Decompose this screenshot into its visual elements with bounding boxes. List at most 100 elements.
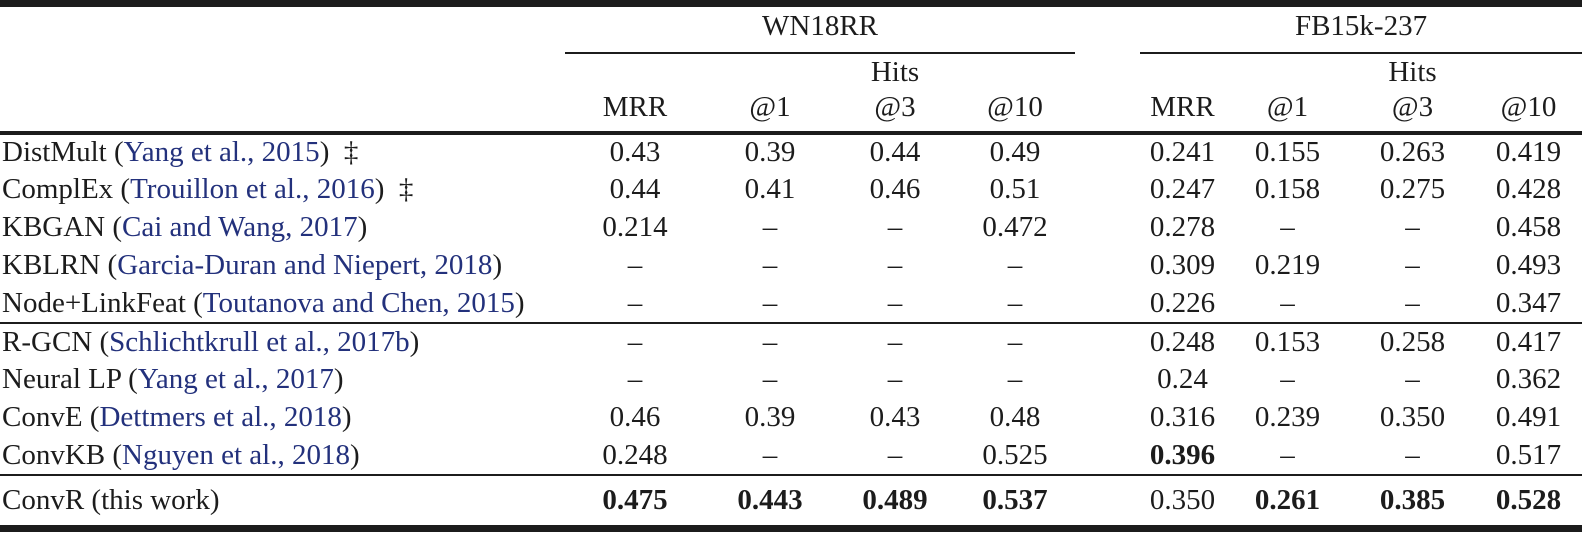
metric-value: 0.44 [869, 136, 921, 168]
metric-value: 0.43 [609, 136, 661, 168]
metric-value: – [887, 325, 903, 358]
metric-header-row: MRR @1 @3 @10 MRR @1 @3 @10 [0, 86, 1582, 135]
metric-value: 0.158 [1254, 173, 1321, 205]
metric-value: 0.385 [1379, 483, 1446, 516]
metric-value: 0.472 [982, 211, 1048, 243]
citation-link[interactable]: Dettmers et al., 2018 [99, 401, 342, 433]
table-row: DistMult (Yang et al., 2015) ‡ 0.43 0.39 0.… [0, 133, 1582, 171]
metric-value: 0.278 [1149, 211, 1216, 243]
model-name-text: ComplEx ( [2, 173, 131, 205]
metric-value: – [1225, 284, 1350, 324]
model-name-text: ) [514, 286, 525, 319]
metric-value: 0.525 [955, 436, 1075, 476]
metric-value: – [1405, 249, 1420, 281]
model-name-text: ConvKB ( [2, 438, 123, 471]
column-gap [1075, 361, 1140, 399]
table-row: ComplEx (Trouillon et al., 2016) ‡ 0.44 0.… [0, 171, 1582, 209]
model-name-text: R-GCN ( [2, 325, 110, 358]
model-name-text: KBGAN ( [2, 211, 123, 243]
metric-value: 0.51 [989, 173, 1041, 205]
dataset-header-row: WN18RR FB15k-237 [0, 3, 1582, 54]
metric-value: – [1350, 436, 1475, 476]
metric-value: 0.248 [1149, 325, 1216, 358]
header-wn-at3: @3 [835, 86, 955, 135]
metric-value: 0.48 [989, 401, 1041, 433]
metric-value: – [887, 363, 903, 395]
column-gap [1075, 4, 1140, 53]
metric-value: 0.46 [609, 401, 661, 433]
dataset-header-fb15k237: FB15k-237 [1140, 3, 1582, 54]
model-name-text: DistMult ( [2, 136, 124, 168]
column-gap [1075, 323, 1140, 361]
citation-link[interactable]: Garcia-Duran and Niepert, 2018 [117, 249, 493, 281]
metric-value: 0.261 [1254, 483, 1321, 516]
model-name-text: ) ‡ [374, 173, 414, 205]
metric-value: 0.248 [565, 436, 705, 476]
column-gap [1075, 133, 1140, 171]
header-fb-mrr: MRR [1140, 86, 1225, 135]
model-name-text: ) [409, 325, 420, 358]
header-fb-at3: @3 [1350, 86, 1475, 135]
metric-value: 0.417 [1495, 325, 1562, 358]
citation-link[interactable]: Trouillon et al., 2016 [130, 173, 375, 205]
citation-link[interactable]: Yang et al., 2017 [137, 363, 334, 395]
hits-header-row: Hits Hits [0, 53, 1582, 87]
citation-link[interactable]: Toutanova and Chen, 2015 [202, 286, 515, 319]
metric-value: 0.155 [1254, 136, 1321, 168]
metric-value: 0.350 [1149, 483, 1216, 516]
metric-value: 0.239 [1254, 401, 1321, 433]
model-name-text: ) [492, 249, 503, 281]
metric-value: 0.309 [1149, 249, 1216, 281]
metric-value: 0.458 [1495, 211, 1562, 243]
metric-value: – [1280, 211, 1295, 243]
metric-value: 0.49 [989, 136, 1041, 168]
table-row: ConvKB (Nguyen et al., 2018) 0.248– –0.525… [0, 436, 1582, 476]
citation-link[interactable]: Yang et al., 2015 [123, 136, 320, 168]
metric-value: 0.258 [1379, 325, 1446, 358]
metric-value: – [627, 325, 643, 358]
model-name-cell: ConvR (this work) [0, 475, 565, 529]
metric-value: 0.347 [1475, 284, 1582, 324]
model-name-text: ConvR (this work) [2, 483, 220, 516]
model-name-cell: R-GCN (Schlichtkrull et al., 2017b) [0, 323, 565, 361]
metric-value: 0.43 [869, 401, 921, 433]
model-name-cell: KBLRN (Garcia-Duran and Niepert, 2018) [0, 247, 565, 285]
table-row: KBLRN (Garcia-Duran and Niepert, 2018) – –… [0, 247, 1582, 285]
metric-value: 0.219 [1254, 249, 1321, 281]
metric-value: 0.443 [737, 483, 803, 516]
metric-value: 0.475 [602, 483, 668, 516]
metric-value: 0.528 [1495, 483, 1562, 516]
metric-value: – [627, 249, 643, 281]
metric-value: 0.491 [1495, 401, 1562, 433]
metric-value: – [762, 325, 778, 358]
column-gap [1075, 284, 1140, 324]
metric-value: – [955, 284, 1075, 324]
model-name-text: ) [357, 211, 368, 243]
header-fb-at1: @1 [1225, 86, 1350, 135]
model-column-header [0, 4, 565, 53]
metric-value: 0.39 [744, 401, 796, 433]
metric-value: 0.41 [744, 173, 796, 205]
citation-link[interactable]: Nguyen et al., 2018 [122, 438, 350, 471]
table-body: DistMult (Yang et al., 2015 ) ‡ 0.43 0.39 0.… [0, 133, 1582, 529]
metric-value: – [1007, 249, 1023, 281]
column-gap [1075, 209, 1140, 247]
metric-value: – [1350, 284, 1475, 324]
metric-value: 0.214 [602, 211, 668, 243]
column-gap [1075, 247, 1140, 285]
metric-value: 0.517 [1475, 436, 1582, 476]
metric-value: – [887, 249, 903, 281]
metric-value: – [835, 436, 955, 476]
hits-label-fb15k237: Hits [1388, 55, 1437, 87]
metric-value: 0.46 [869, 173, 921, 205]
metric-value: – [835, 284, 955, 324]
header-wn-mrr: MRR [565, 86, 705, 135]
hits-label-wn18rr: Hits [870, 55, 920, 87]
model-name-text: ) [333, 363, 344, 395]
citation-link[interactable]: Schlichtkrull et al., 2017b [109, 325, 410, 358]
column-gap [1075, 399, 1140, 437]
header-wn-at10: @10 [955, 86, 1075, 135]
model-name-cell: ComplEx (Trouillon et al., 2016) ‡ [0, 171, 565, 209]
citation-link[interactable]: Cai and Wang, 2017 [122, 211, 358, 243]
metric-value: 0.419 [1495, 136, 1562, 168]
